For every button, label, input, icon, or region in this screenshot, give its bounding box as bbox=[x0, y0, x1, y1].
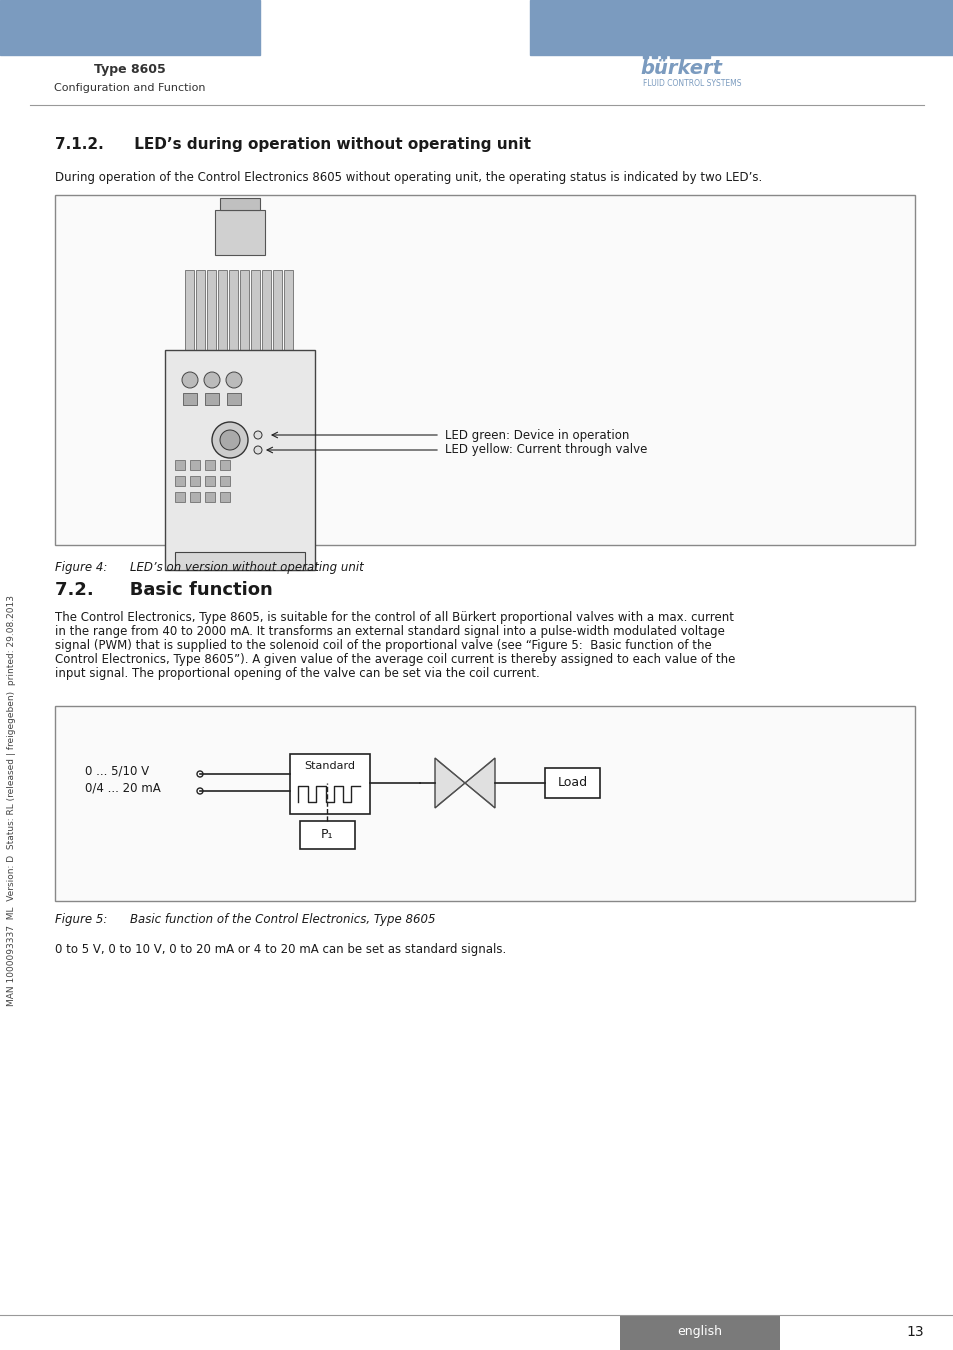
Bar bbox=[205, 393, 219, 405]
Text: Basic function of the Control Electronics, Type 8605: Basic function of the Control Electronic… bbox=[130, 913, 435, 926]
Bar bbox=[174, 552, 305, 570]
Text: The Control Electronics, Type 8605, is suitable for the control of all Bürkert p: The Control Electronics, Type 8605, is s… bbox=[55, 612, 733, 625]
Text: Type 8605: Type 8605 bbox=[94, 63, 166, 77]
Text: During operation of the Control Electronics 8605 without operating unit, the ope: During operation of the Control Electron… bbox=[55, 171, 761, 185]
Text: Control Electronics, Type 8605”). A given value of the average coil current is t: Control Electronics, Type 8605”). A give… bbox=[55, 653, 735, 667]
Text: Figure 4:: Figure 4: bbox=[55, 560, 108, 574]
Bar bbox=[220, 460, 230, 470]
Bar bbox=[185, 270, 193, 350]
Bar bbox=[205, 491, 214, 502]
Bar bbox=[660, 53, 665, 58]
Bar bbox=[220, 491, 230, 502]
Bar bbox=[229, 270, 237, 350]
Bar bbox=[195, 270, 205, 350]
Text: 7.2.  Basic function: 7.2. Basic function bbox=[55, 580, 273, 599]
Bar bbox=[183, 393, 196, 405]
Text: FLUID CONTROL SYSTEMS: FLUID CONTROL SYSTEMS bbox=[642, 80, 740, 89]
Text: 0 ... 5/10 V: 0 ... 5/10 V bbox=[85, 764, 149, 778]
Circle shape bbox=[196, 788, 203, 794]
Circle shape bbox=[220, 431, 240, 450]
Text: Standard: Standard bbox=[304, 761, 355, 771]
Text: 7.1.2.  LED’s during operation without operating unit: 7.1.2. LED’s during operation without op… bbox=[55, 138, 531, 153]
Bar bbox=[190, 477, 200, 486]
Text: MAN 1000093337  ML  Version: D  Status: RL (released | freigegeben)  printed: 29: MAN 1000093337 ML Version: D Status: RL … bbox=[8, 594, 16, 1006]
Bar bbox=[284, 270, 293, 350]
Text: english: english bbox=[677, 1326, 721, 1338]
Text: LED yellow: Current through valve: LED yellow: Current through valve bbox=[444, 444, 647, 456]
Bar bbox=[530, 0, 953, 55]
Text: 13: 13 bbox=[905, 1324, 923, 1339]
Bar bbox=[190, 491, 200, 502]
Bar bbox=[218, 270, 227, 350]
Bar bbox=[262, 270, 271, 350]
Bar bbox=[205, 477, 214, 486]
Bar bbox=[251, 270, 260, 350]
Text: signal (PWM) that is supplied to the solenoid coil of the proportional valve (se: signal (PWM) that is supplied to the sol… bbox=[55, 640, 711, 652]
Bar bbox=[190, 460, 200, 470]
Circle shape bbox=[253, 431, 262, 439]
Bar bbox=[642, 53, 647, 58]
Polygon shape bbox=[464, 757, 495, 809]
Text: LED green: Device in operation: LED green: Device in operation bbox=[444, 428, 629, 441]
Bar bbox=[174, 491, 185, 502]
Circle shape bbox=[196, 771, 203, 778]
Bar bbox=[669, 53, 709, 58]
Bar bbox=[55, 706, 914, 900]
Bar bbox=[227, 393, 241, 405]
Bar bbox=[544, 768, 599, 798]
Bar bbox=[273, 270, 282, 350]
Bar bbox=[207, 270, 215, 350]
Text: Load: Load bbox=[557, 776, 587, 790]
Bar bbox=[0, 0, 260, 55]
Text: 0/4 ... 20 mA: 0/4 ... 20 mA bbox=[85, 782, 161, 795]
Bar bbox=[214, 211, 265, 255]
Bar bbox=[174, 460, 185, 470]
Bar bbox=[240, 270, 249, 350]
Bar bbox=[619, 1315, 780, 1350]
Text: Configuration and Function: Configuration and Function bbox=[54, 82, 206, 93]
Text: 0 to 5 V, 0 to 10 V, 0 to 20 mA or 4 to 20 mA can be set as standard signals.: 0 to 5 V, 0 to 10 V, 0 to 20 mA or 4 to … bbox=[55, 942, 506, 956]
Bar bbox=[174, 477, 185, 486]
Bar bbox=[220, 198, 260, 211]
Bar bbox=[205, 460, 214, 470]
Bar bbox=[55, 194, 914, 545]
Circle shape bbox=[253, 446, 262, 454]
Polygon shape bbox=[435, 757, 464, 809]
Text: in the range from 40 to 2000 mA. It transforms an external standard signal into : in the range from 40 to 2000 mA. It tran… bbox=[55, 625, 724, 639]
Text: P₁: P₁ bbox=[321, 829, 334, 841]
Bar bbox=[651, 53, 657, 58]
Text: Figure 5:: Figure 5: bbox=[55, 913, 108, 926]
Text: bürkert: bürkert bbox=[639, 58, 721, 77]
Bar bbox=[220, 477, 230, 486]
Text: LED’s on version without operating unit: LED’s on version without operating unit bbox=[130, 560, 363, 574]
Bar bbox=[299, 821, 355, 849]
Circle shape bbox=[226, 373, 242, 387]
Circle shape bbox=[204, 373, 220, 387]
Bar bbox=[165, 350, 314, 570]
Circle shape bbox=[182, 373, 198, 387]
Bar bbox=[290, 755, 370, 814]
Circle shape bbox=[212, 423, 248, 458]
Text: input signal. The proportional opening of the valve can be set via the coil curr: input signal. The proportional opening o… bbox=[55, 667, 539, 680]
